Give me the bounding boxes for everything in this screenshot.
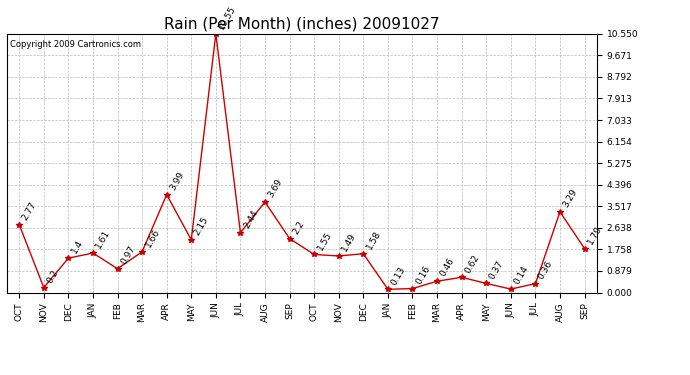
Text: 0.36: 0.36 (537, 259, 555, 281)
Text: 2.77: 2.77 (21, 200, 39, 222)
Text: 1.58: 1.58 (365, 229, 382, 251)
Text: 2.44: 2.44 (241, 208, 259, 230)
Text: 1.55: 1.55 (315, 230, 333, 252)
Text: 0.46: 0.46 (438, 256, 456, 279)
Text: 1.4: 1.4 (70, 238, 85, 255)
Text: 0.14: 0.14 (512, 264, 530, 286)
Text: Copyright 2009 Cartronics.com: Copyright 2009 Cartronics.com (10, 40, 141, 49)
Text: 0.2: 0.2 (45, 268, 60, 285)
Text: 3.29: 3.29 (562, 187, 579, 209)
Text: 1.49: 1.49 (340, 231, 358, 253)
Text: 3.99: 3.99 (168, 170, 186, 192)
Text: 1.66: 1.66 (144, 227, 161, 249)
Text: 0.62: 0.62 (463, 253, 481, 274)
Text: 10.55: 10.55 (217, 4, 238, 31)
Text: 2.15: 2.15 (193, 215, 210, 237)
Text: 1.61: 1.61 (95, 228, 112, 250)
Title: Rain (Per Month) (inches) 20091027: Rain (Per Month) (inches) 20091027 (164, 16, 440, 31)
Text: 2.2: 2.2 (291, 219, 306, 236)
Text: 0.37: 0.37 (488, 259, 506, 280)
Text: 0.16: 0.16 (414, 264, 432, 286)
Text: 0.97: 0.97 (119, 244, 137, 266)
Text: 0.13: 0.13 (389, 265, 407, 286)
Text: 1.79: 1.79 (586, 224, 604, 246)
Text: 3.69: 3.69 (266, 177, 284, 199)
